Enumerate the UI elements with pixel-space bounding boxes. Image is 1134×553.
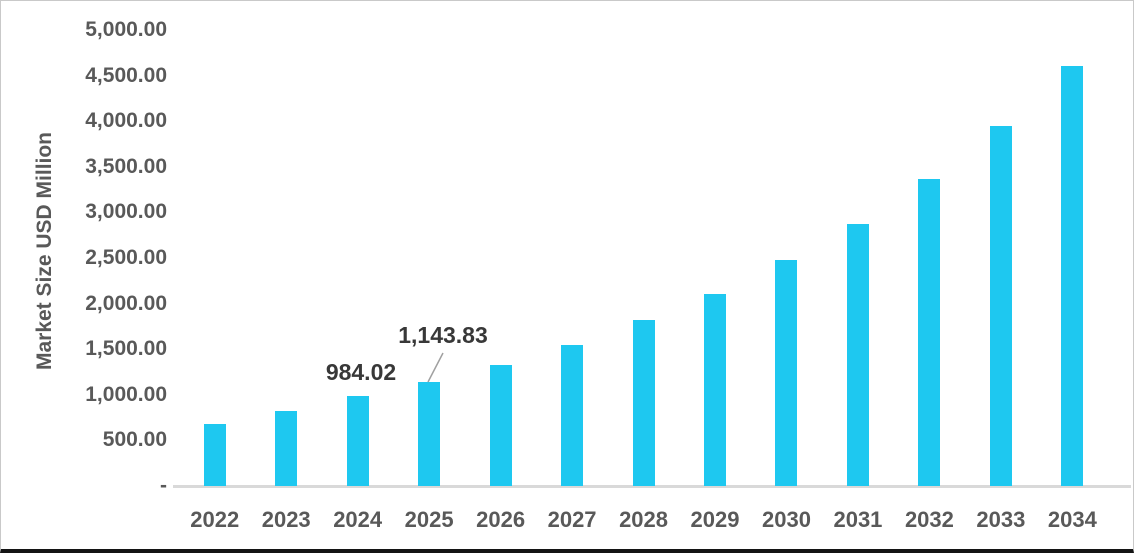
x-tick-label-2026: 2026 <box>476 507 526 532</box>
x-tick-label-2028: 2028 <box>619 507 669 532</box>
y-axis-tick-labels: 5,000.00 4,500.00 4,000.00 3,500.00 3,000.00… <box>59 1 167 549</box>
bar-slot-2026 <box>465 30 536 486</box>
x-tick-label-2024: 2024 <box>333 507 383 532</box>
x-tick-label-2032: 2032 <box>904 507 954 532</box>
x-axis-labels: 2022 2023 2024 2025 2026 2027 2028 2029 2030 2031… <box>179 506 1108 536</box>
bar-slot-2032 <box>894 30 965 486</box>
x-tick-label-2027: 2027 <box>547 507 597 532</box>
bar-slot-2033 <box>965 30 1036 486</box>
x-tick-label-2031: 2031 <box>833 507 883 532</box>
bar-slot-2028 <box>608 30 679 486</box>
x-tick-label-2034: 2034 <box>1047 507 1097 532</box>
x-tick-label-2033: 2033 <box>976 507 1026 532</box>
data-label-2024: 984.02 <box>325 359 397 385</box>
y-tick-label: 1,500.00 <box>85 337 167 361</box>
y-tick-label: 500.00 <box>102 428 167 452</box>
bar-2033 <box>989 126 1012 486</box>
bar-slot-2034 <box>1037 30 1108 486</box>
bar-2028 <box>632 320 655 486</box>
y-tick-label: 4,500.00 <box>85 63 167 87</box>
y-tick-label: 3,500.00 <box>85 154 167 178</box>
x-tick-label-2022: 2022 <box>190 507 240 532</box>
x-tick-label-2025: 2025 <box>404 507 454 532</box>
bar-2031 <box>846 224 869 486</box>
data-label-leader-line <box>427 352 444 383</box>
bar-slot-2022 <box>179 30 250 486</box>
x-tick-label-2030: 2030 <box>762 507 811 532</box>
x-tick-label-2029: 2029 <box>690 507 740 532</box>
bar-slot-2029 <box>679 30 750 486</box>
bar-slot-2031 <box>822 30 893 486</box>
bar-2032 <box>918 178 941 486</box>
bar-slot-2030 <box>751 30 822 486</box>
bar-slot-2024 <box>322 30 393 486</box>
y-tick-label: 2,000.00 <box>85 291 167 315</box>
bar-slot-2025 <box>393 30 464 486</box>
data-label-2025: 1,143.83 <box>398 322 488 348</box>
y-axis-title: Market Size USD Million <box>33 131 56 371</box>
x-axis-line <box>173 485 1131 488</box>
x-tick-label-2023: 2023 <box>261 507 311 532</box>
bar-2030 <box>775 260 798 486</box>
bar-2026 <box>489 365 512 486</box>
y-tick-label: 3,000.00 <box>85 200 167 224</box>
bar-2024 <box>346 396 369 486</box>
y-tick-label: 2,500.00 <box>85 246 167 269</box>
bar-2022 <box>203 423 226 486</box>
bar-2025 <box>418 381 441 486</box>
bar-2034 <box>1061 66 1084 486</box>
y-tick-label: - <box>160 474 167 497</box>
bar-2029 <box>704 294 727 486</box>
y-tick-label: 1,000.00 <box>85 382 167 406</box>
plot-area <box>179 30 1108 486</box>
y-tick-label: 4,000.00 <box>85 109 167 133</box>
y-tick-label: 5,000.00 <box>85 18 167 41</box>
bar-slot-2023 <box>250 30 321 486</box>
bar-2027 <box>561 345 584 486</box>
bar-slot-2027 <box>536 30 607 486</box>
bar-2023 <box>275 411 298 486</box>
